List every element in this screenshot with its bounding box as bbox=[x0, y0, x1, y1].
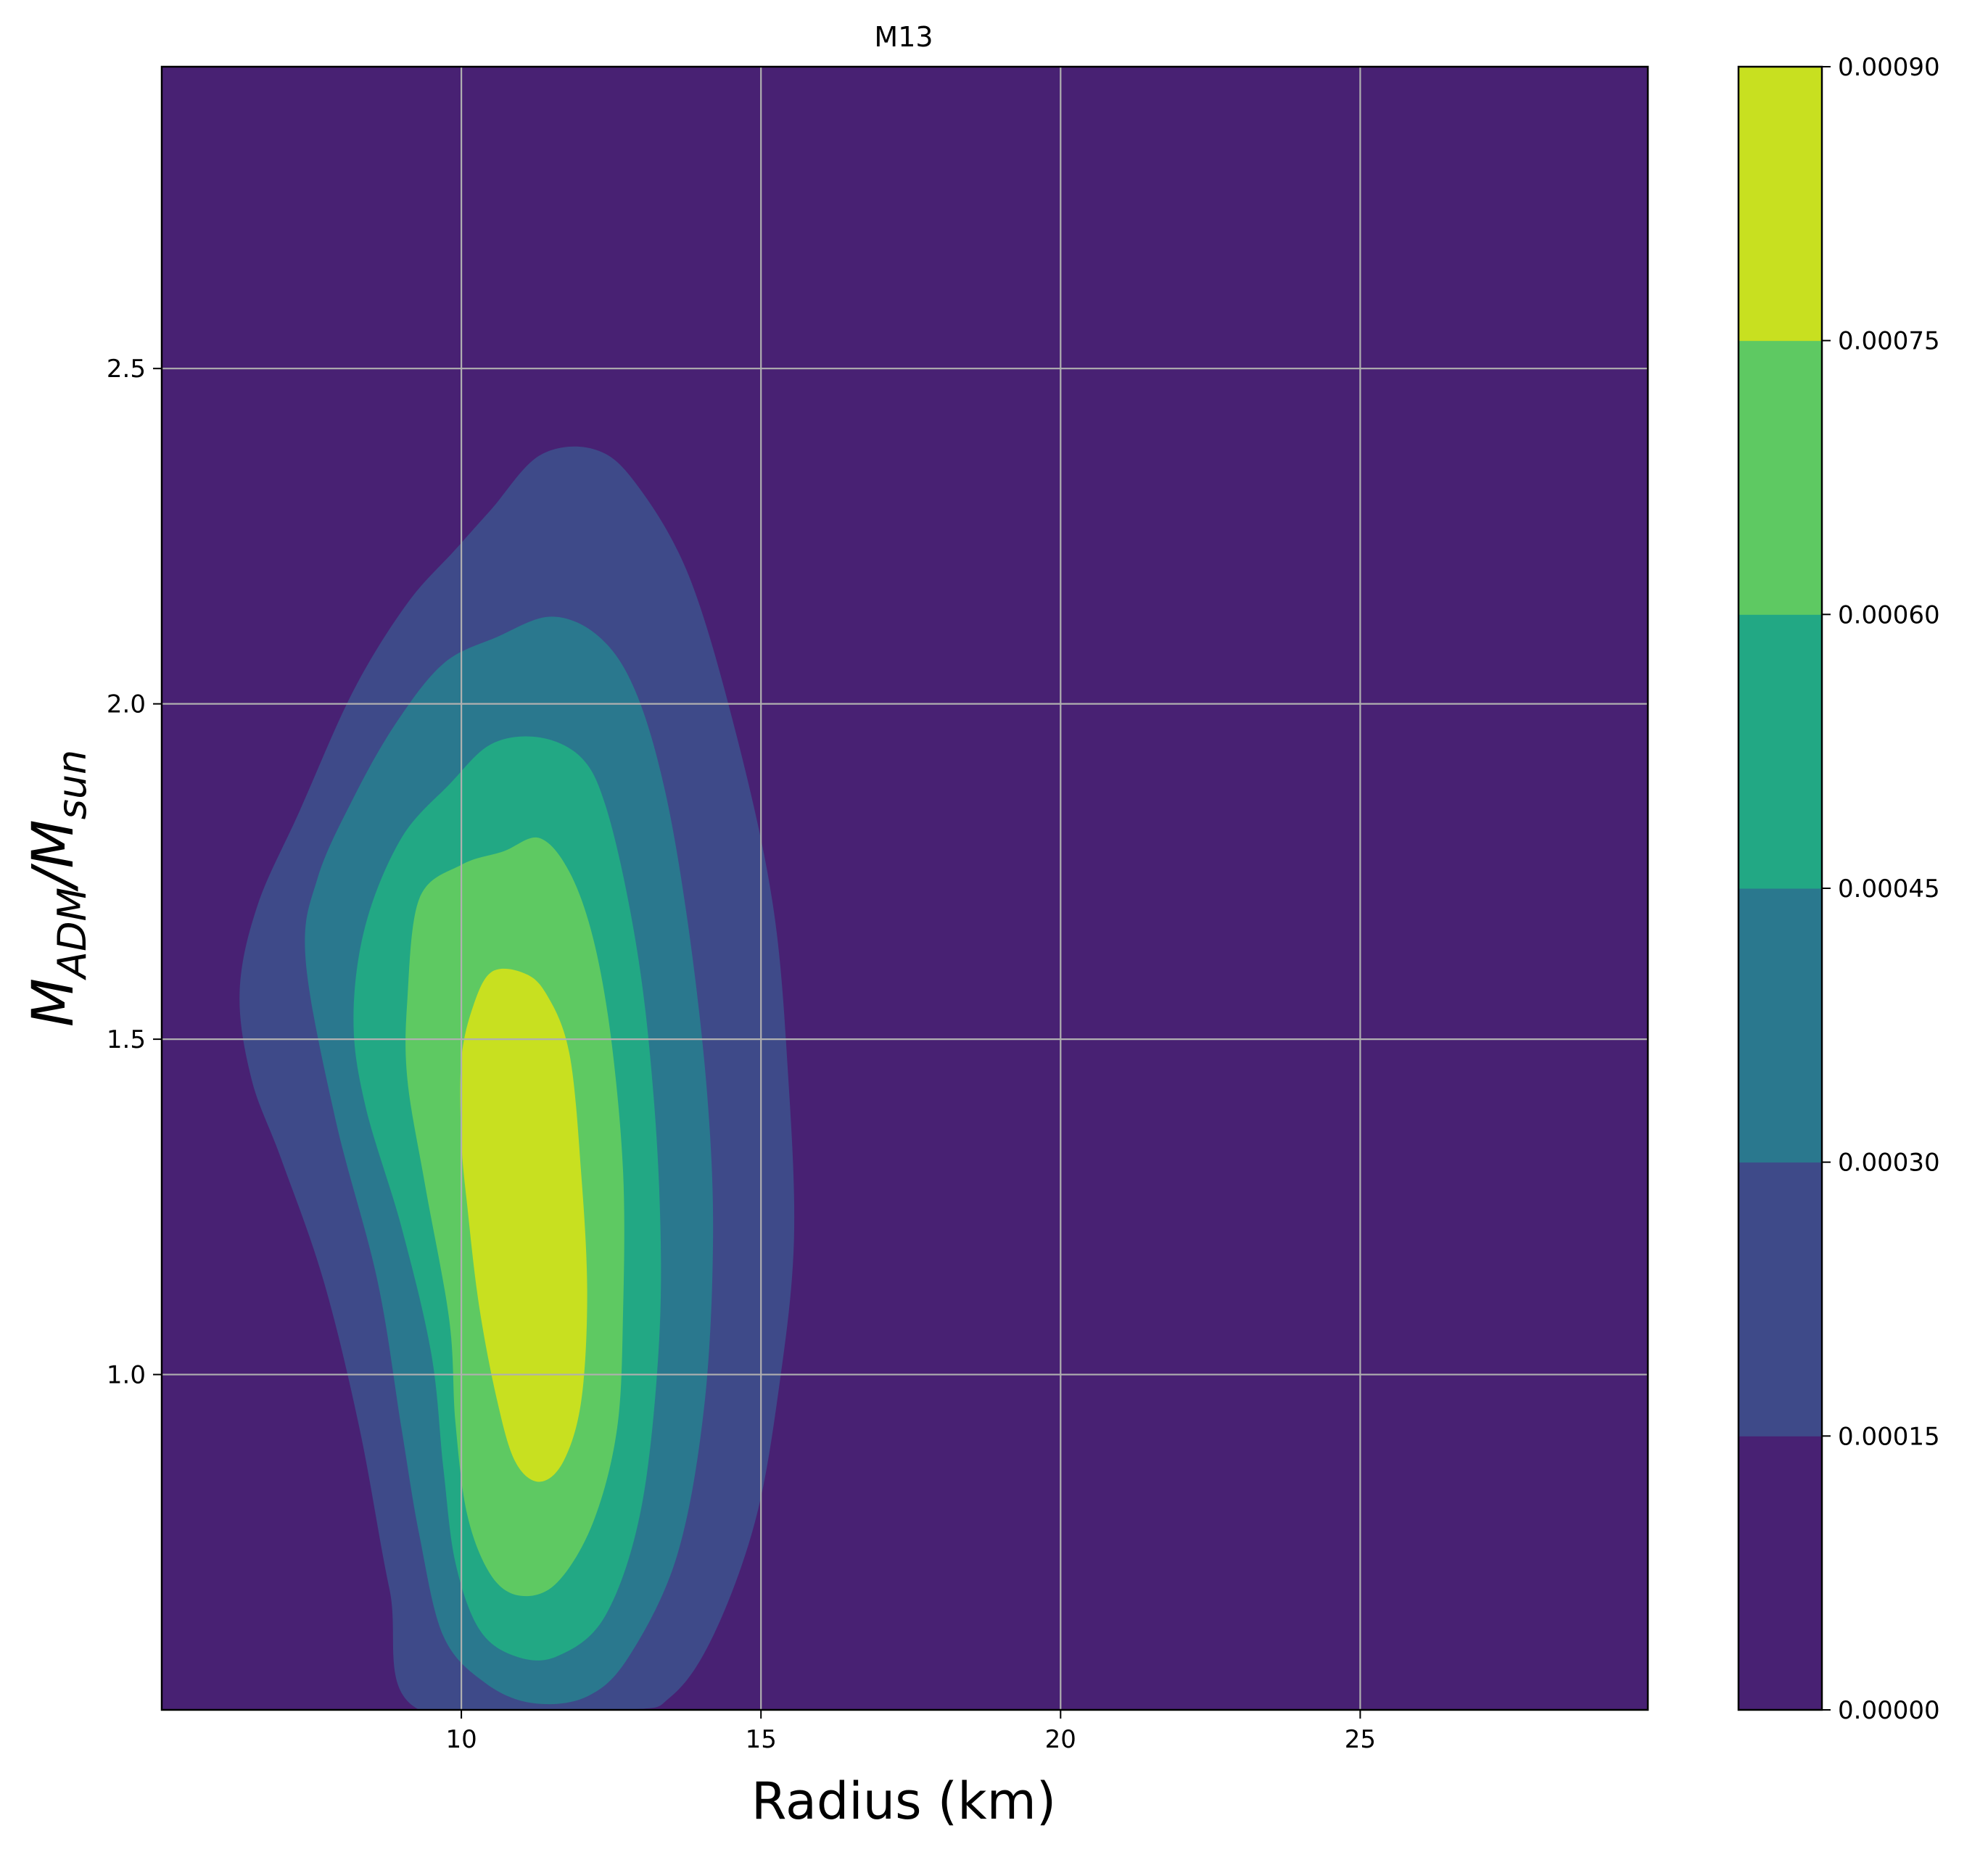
colorbar-segment bbox=[1739, 1162, 1822, 1436]
colorbar: 0.00000 0.00015 0.00030 0.00045 0.00060 0.000… bbox=[1737, 53, 1940, 1725]
y-label-sep: /M bbox=[21, 819, 86, 892]
x-tick-label: 25 bbox=[1345, 1725, 1376, 1754]
y-label-sub2: sun bbox=[49, 750, 95, 820]
y-label-base: M bbox=[21, 978, 86, 1027]
y-tick-label: 1.0 bbox=[107, 1361, 146, 1390]
y-tick-label: 2.0 bbox=[107, 690, 146, 719]
colorbar-tick-label: 0.00090 bbox=[1838, 53, 1940, 82]
y-axis-label: MADM/Msun bbox=[21, 750, 95, 1028]
contour-level-5 bbox=[460, 968, 587, 1482]
grid-lines bbox=[162, 67, 1648, 1710]
x-axis-label: Radius (km) bbox=[751, 1772, 1056, 1831]
y-tick-label: 1.5 bbox=[107, 1025, 146, 1054]
colorbar-tick-label: 0.00075 bbox=[1838, 327, 1940, 356]
x-tick-label: 15 bbox=[746, 1725, 777, 1754]
x-axis: 10 15 20 25 bbox=[445, 1710, 1376, 1754]
colorbar-segment bbox=[1739, 1436, 1822, 1711]
y-label-sub1: ADM bbox=[49, 888, 95, 980]
colorbar-tick-label: 0.00030 bbox=[1838, 1149, 1940, 1178]
y-tick-label: 2.5 bbox=[107, 355, 146, 384]
x-tick-label: 20 bbox=[1045, 1725, 1076, 1754]
plot-frame bbox=[160, 65, 1649, 1711]
x-tick-label: 10 bbox=[445, 1725, 477, 1754]
contour-regions bbox=[239, 446, 795, 1710]
colorbar-tick-label: 0.00000 bbox=[1838, 1696, 1940, 1725]
colorbar-segment bbox=[1739, 614, 1822, 889]
chart-title: M13 bbox=[874, 21, 933, 53]
colorbar-tick-label: 0.00060 bbox=[1838, 600, 1940, 629]
colorbar-tick-label: 0.00015 bbox=[1838, 1422, 1940, 1451]
colorbar-segment bbox=[1739, 888, 1822, 1163]
colorbar-segment bbox=[1739, 67, 1822, 342]
colorbar-tick-label: 0.00045 bbox=[1838, 875, 1940, 904]
plot-area bbox=[160, 65, 1649, 1711]
colorbar-segment bbox=[1739, 340, 1822, 615]
y-axis: 1.0 1.5 2.0 2.5 bbox=[107, 355, 162, 1390]
